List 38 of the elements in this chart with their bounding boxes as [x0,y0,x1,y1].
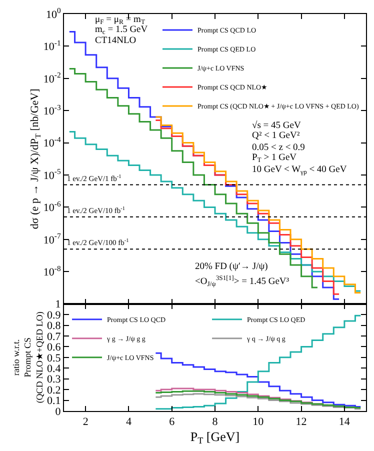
annotation: CT14NLO [95,36,136,46]
y-tick-label: 0.5 [47,352,62,364]
x-tick-label: 14 [338,416,350,428]
y-tick-label: 10$^{-3}$ [43,102,61,118]
y-tick-label: 0 [55,406,62,418]
x-tick-label: 12 [296,416,307,428]
annotation: P$_{T}$ > 1 GeV [252,153,297,164]
y-tick-label: 0.2 [47,384,61,396]
y-tick-label: 10$^{0}$ [46,6,61,21]
annotation: 10 GeV < W$_{γp}$ < 40 GeV [252,165,347,176]
y-tick-label: 0.1 [47,395,61,408]
y-tick-label: 0.3 [47,374,62,386]
x-tick-label: 10 [252,416,264,428]
x-axis-title: P$_{T}$ [GeV] [190,428,240,446]
y-tick-label: 0.8 [47,320,62,332]
annotation: √s = 45 GeV [252,120,301,131]
y-tick-label: 10$^{-8}$ [43,264,61,278]
y-tick-label: 0.4 [47,362,62,375]
y-tick-label: 10$^{-5}$ [43,167,61,182]
y-tick-label: 1 [55,298,61,311]
x-tick-label: 4 [126,416,132,428]
annotation: Q² < 1 GeV² [252,131,300,141]
y-tick-label: 10$^{-4}$ [43,135,61,150]
y-tick-label: 10$^{-6}$ [43,199,61,214]
y-tick-label: 0.6 [47,342,62,354]
y-tick-label: 10$^{-1}$ [43,38,61,54]
annotation: m$_{c}$ = 1.5 GeV [95,25,148,36]
x-tick-label: 6 [169,416,176,428]
y-tick-label: 10$^{-2}$ [43,70,61,86]
x-tick-label: 2 [82,416,88,428]
annotation: <O$_{J/ψ}$$^{3S1[1]}$> = 1.45 GeV³ [195,275,290,288]
x-tick-label: 8 [212,416,218,428]
y-tick-label: 0.7 [47,330,62,343]
y-tick-label: 0.9 [47,309,62,322]
annotation: 0.05 < z < 0.9 [252,143,306,153]
annotation: 20% FD (ψ′→ J/ψ) [195,262,268,272]
y-tick-label: 10$^{-7}$ [43,232,61,246]
y-axis-title: ratio w.r.t. Prompt CS (QCD NLO★+QED LO) [11,312,44,404]
